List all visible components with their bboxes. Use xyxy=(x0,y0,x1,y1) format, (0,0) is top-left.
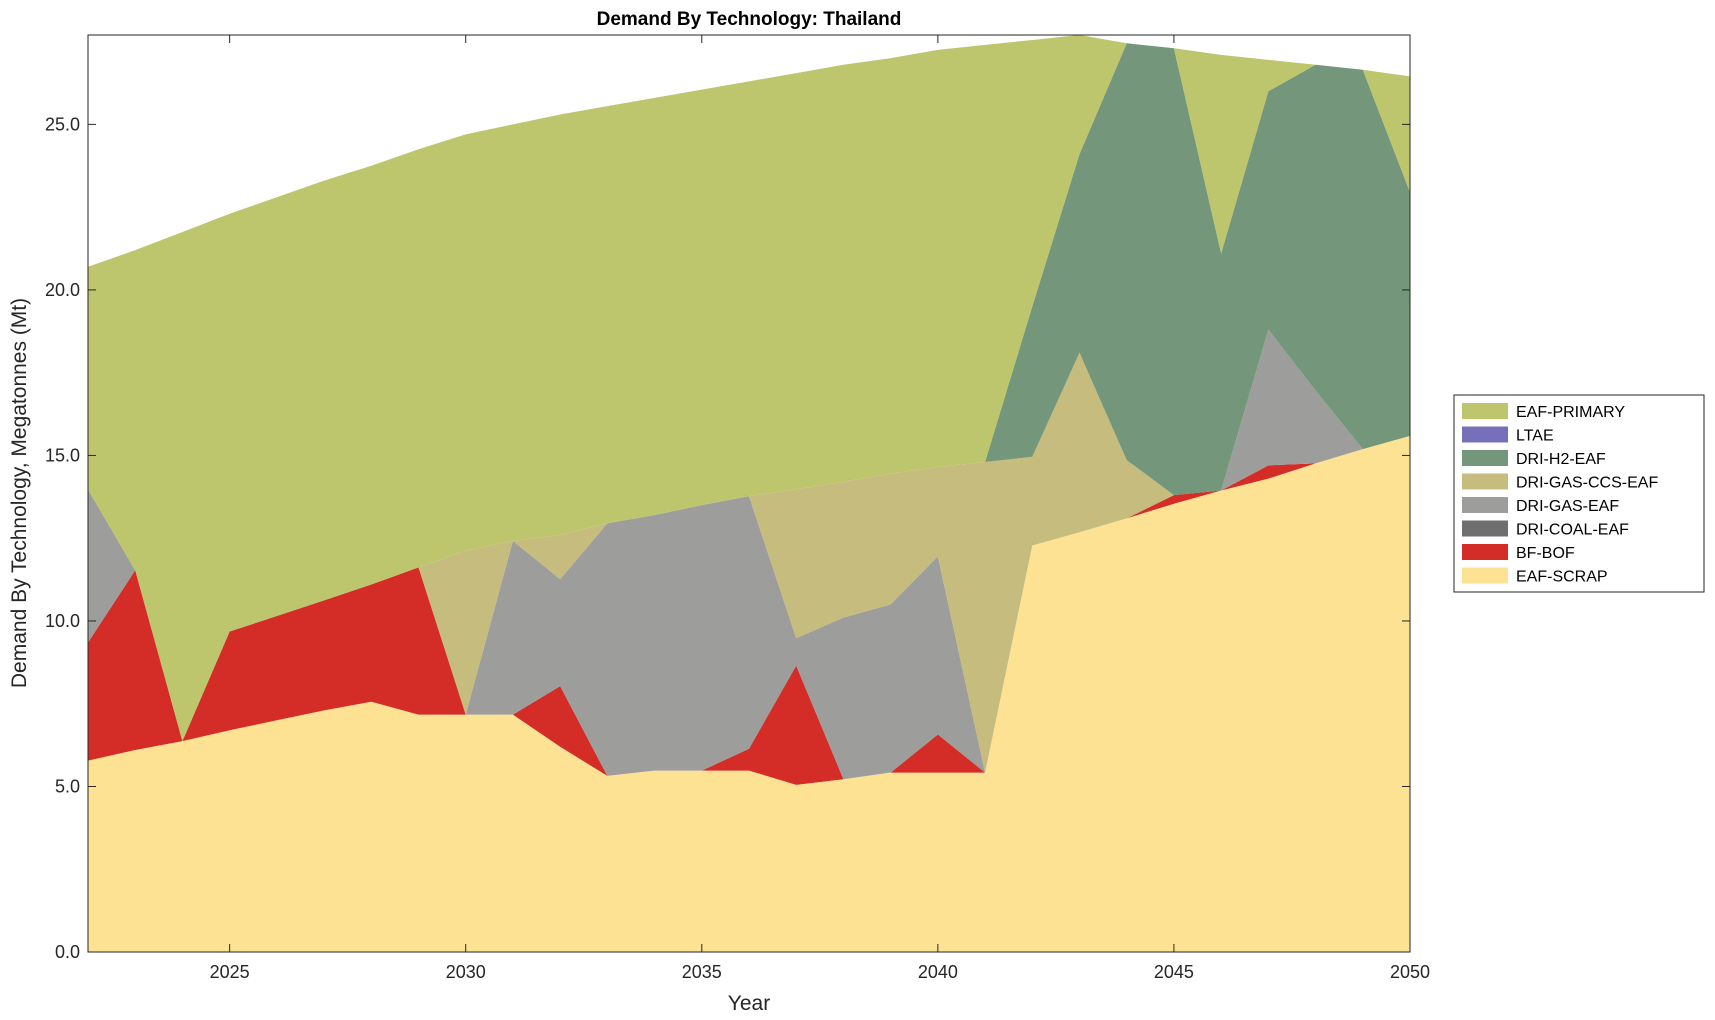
x-tick-label: 2035 xyxy=(682,962,722,982)
x-axis-label: Year xyxy=(728,992,770,1015)
y-tick-label: 10.0 xyxy=(45,611,80,631)
chart-title: Demand By Technology: Thailand xyxy=(597,9,902,30)
y-tick-label: 15.0 xyxy=(45,445,80,465)
area-dri-h2-eaf xyxy=(88,43,1410,742)
area-dri-gas-ccs-eaf xyxy=(88,329,1410,773)
legend-label: DRI-H2-EAF xyxy=(1516,451,1606,468)
legend-swatch xyxy=(1462,403,1508,419)
y-axis-label: Demand By Technology, Megatonnes (Mt) xyxy=(8,298,31,688)
legend-swatch xyxy=(1462,473,1508,490)
axis-ticks: 2025 2030 2035 2040 2045 2050 0.0 5.0 10.0 15.0 20… xyxy=(45,35,1430,982)
x-tick-label: 2040 xyxy=(918,962,958,982)
legend-label: BF-BOF xyxy=(1516,545,1575,562)
y-tick-label: 5.0 xyxy=(55,776,80,796)
legend-swatch xyxy=(1462,450,1508,466)
y-tick-label: 0.0 xyxy=(55,942,80,962)
area-dri-gas-eaf xyxy=(88,329,1410,780)
y-tick-label: 20.0 xyxy=(45,280,80,300)
plot-areas xyxy=(88,35,1410,952)
legend-label: EAF-PRIMARY xyxy=(1516,404,1625,421)
legend-swatch xyxy=(1462,567,1508,584)
legend-swatch xyxy=(1462,544,1508,560)
legend-label: DRI-GAS-EAF xyxy=(1516,498,1619,515)
y-tick-label: 25.0 xyxy=(45,114,80,134)
x-tick-label: 2025 xyxy=(210,962,250,982)
area-eaf-scrap xyxy=(88,435,1410,952)
legend-swatch xyxy=(1462,520,1508,537)
x-tick-label: 2030 xyxy=(446,962,486,982)
legend-label: EAF-SCRAP xyxy=(1516,569,1608,586)
x-tick-label: 2045 xyxy=(1154,962,1194,982)
legend-box xyxy=(1453,394,1705,593)
legend-label: DRI-GAS-CCS-EAF xyxy=(1516,475,1658,492)
area-eaf-primary xyxy=(88,35,1410,742)
legend: EAF-PRIMARY LTAE DRI-H2-EAF DRI-GAS-CCS-EAF… xyxy=(1453,394,1705,593)
legend-swatch xyxy=(1462,497,1508,513)
legend-swatch xyxy=(1462,426,1508,443)
legend-label: DRI-COAL-EAF xyxy=(1516,522,1629,539)
plot-frame xyxy=(87,34,1411,953)
x-tick-label: 2050 xyxy=(1390,962,1430,982)
area-bf-bof xyxy=(88,435,1410,785)
legend-label: LTAE xyxy=(1516,428,1554,445)
